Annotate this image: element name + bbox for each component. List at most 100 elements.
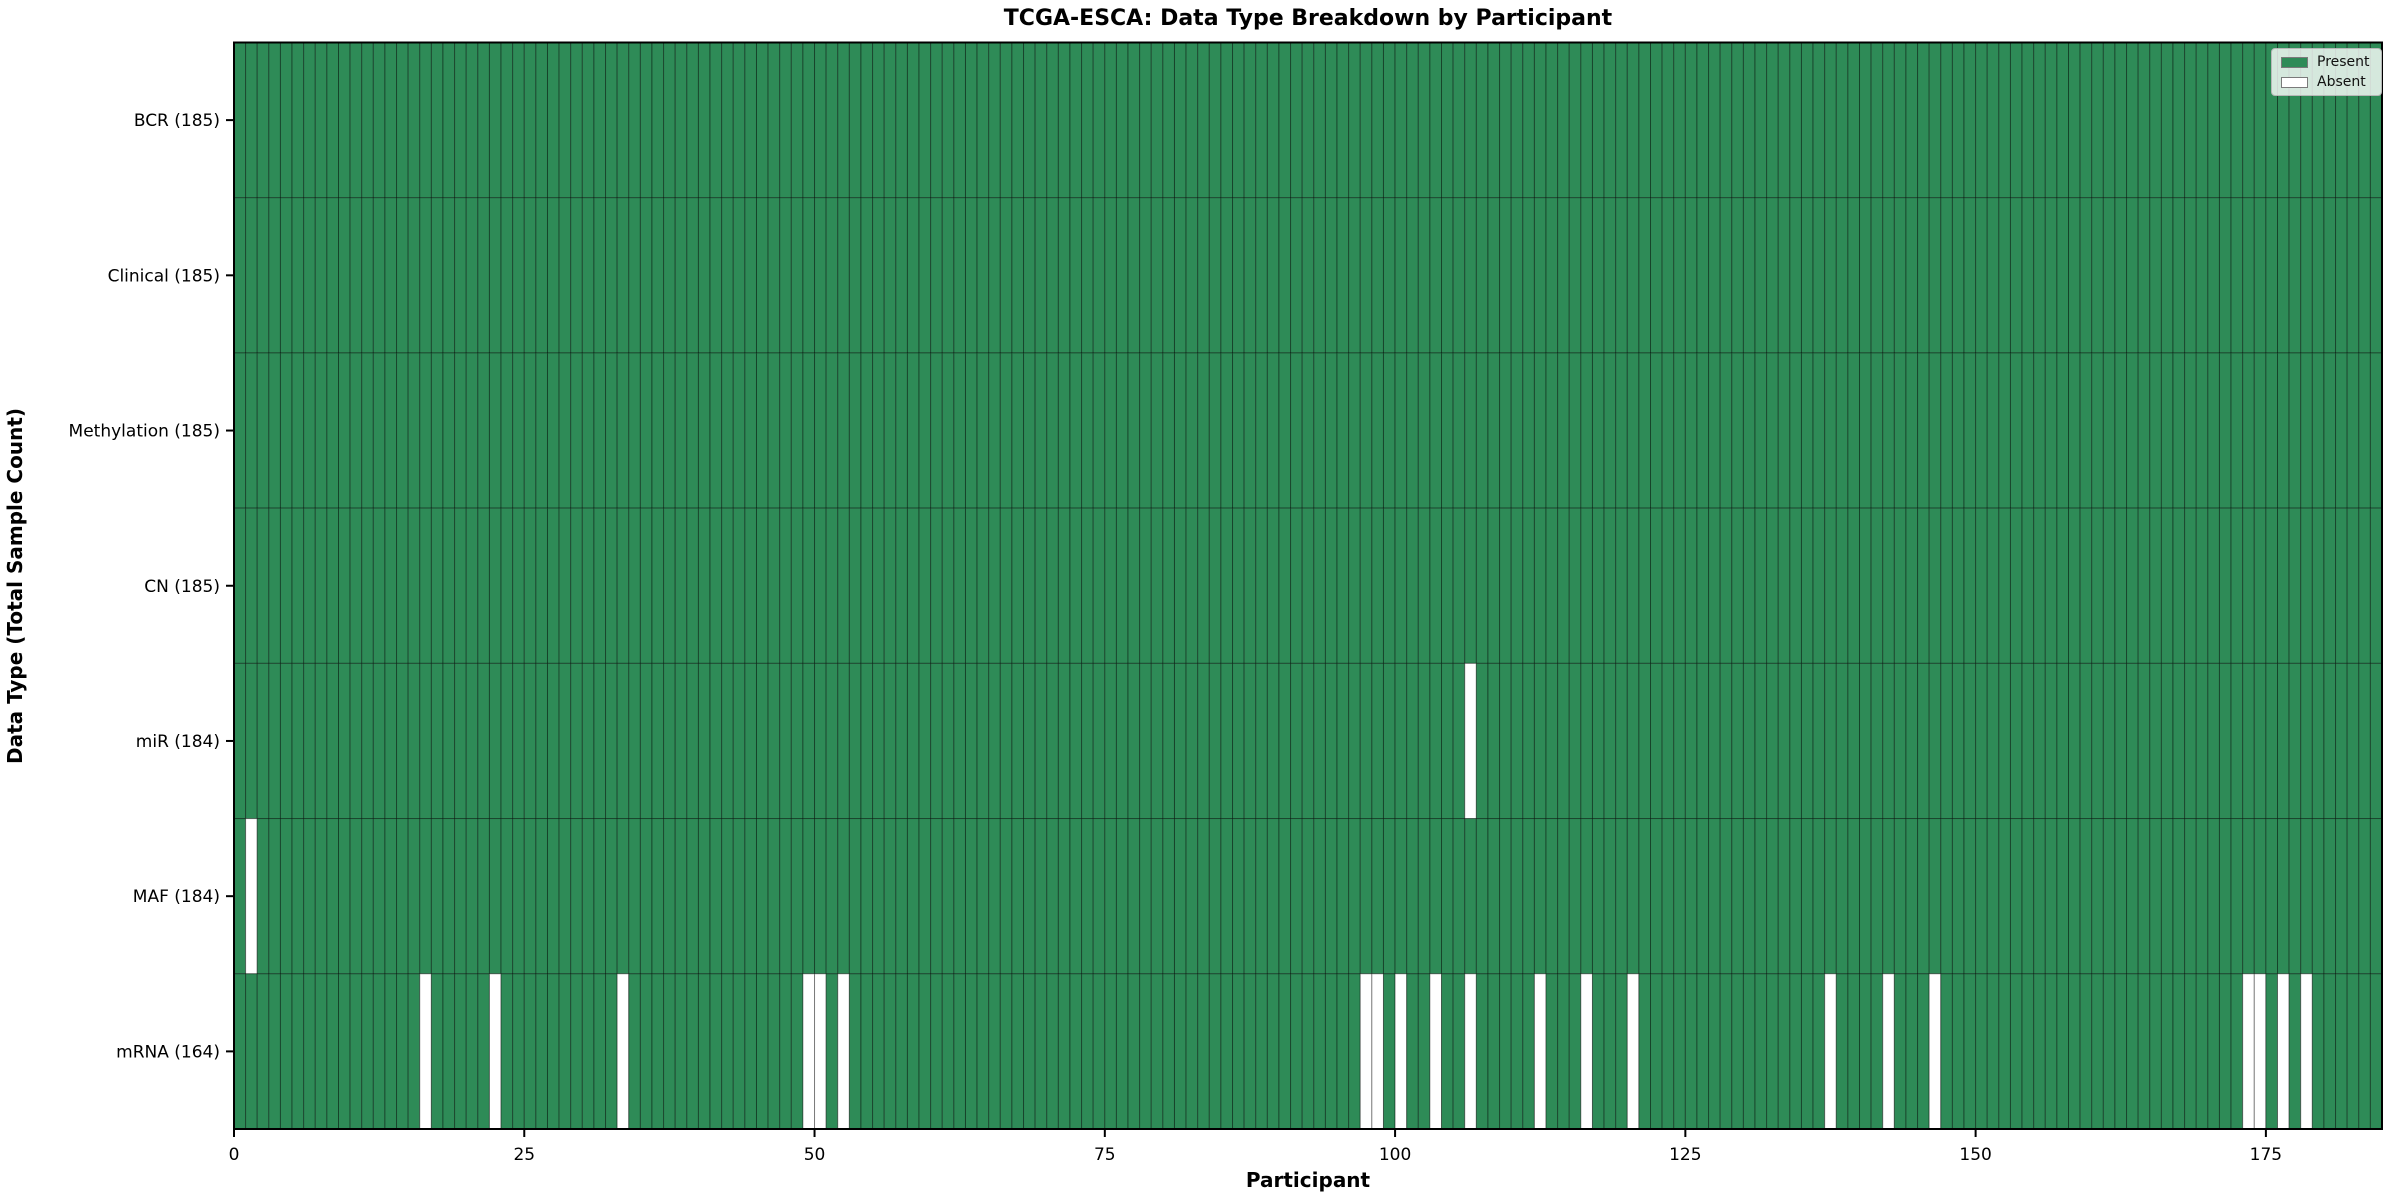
heatmap-cell — [1800, 352, 1814, 509]
heatmap-cell — [1220, 352, 1234, 509]
heatmap-cell — [2195, 42, 2209, 199]
heatmap-cell — [605, 818, 618, 975]
heatmap-cell — [1708, 507, 1721, 664]
heatmap-cell — [1650, 818, 1663, 975]
heatmap-cell — [767, 197, 781, 354]
heatmap-cell — [1394, 818, 1408, 975]
heatmap-cell — [512, 973, 525, 1130]
heatmap-cell — [1417, 818, 1431, 975]
heatmap-cell — [1673, 352, 1686, 509]
heatmap-cell — [1719, 507, 1733, 664]
heatmap-cell — [1057, 352, 1071, 509]
heatmap-cell — [2207, 197, 2220, 354]
heatmap-cell — [1127, 197, 1141, 354]
heatmap-cell — [1940, 818, 1953, 975]
heatmap-cell — [1162, 42, 1175, 199]
heatmap-cell — [848, 352, 862, 509]
heatmap-cell — [1731, 973, 1744, 1130]
heatmap-cell — [1441, 507, 1454, 664]
heatmap-cell — [581, 507, 595, 664]
heatmap-cell — [1127, 973, 1141, 1130]
heatmap-cell — [1545, 352, 1559, 509]
heatmap-cell — [1220, 662, 1234, 820]
heatmap-cell — [570, 507, 583, 664]
heatmap-cell — [512, 662, 525, 820]
heatmap-cell — [1173, 973, 1187, 1130]
heatmap-cell — [2242, 352, 2255, 509]
heatmap-cell — [2230, 352, 2244, 509]
heatmap-cell — [1580, 662, 1593, 820]
y-tick-label: MAF (184) — [133, 887, 220, 907]
heatmap-cell — [686, 662, 699, 820]
heatmap-cell — [2160, 818, 2174, 975]
heatmap-cell — [2195, 818, 2209, 975]
heatmap-cell — [593, 818, 607, 975]
axes: 0 25 50 75 100 125 150 175 BCR (185) Clinical (18… — [69, 41, 2383, 1165]
heatmap-cell — [1917, 352, 1930, 509]
heatmap-cell — [1638, 818, 1652, 975]
heatmap-cell — [1626, 662, 1640, 820]
heatmap-cell — [1696, 352, 1710, 509]
heatmap-cell — [338, 507, 351, 664]
heatmap-cell — [1429, 352, 1443, 509]
heatmap-cell — [1359, 662, 1373, 820]
heatmap-cell — [1452, 973, 1466, 1130]
heatmap-cell — [1220, 42, 1234, 199]
heatmap-cell — [558, 352, 572, 509]
heatmap-cell — [2358, 973, 2371, 1130]
heatmap-cell — [999, 42, 1013, 199]
heatmap-cell — [1766, 818, 1779, 975]
heatmap-cell — [779, 42, 792, 199]
heatmap-cell — [1777, 352, 1791, 509]
heatmap-cell — [2160, 42, 2174, 199]
heatmap-cell — [2137, 352, 2151, 509]
heatmap-cell — [1847, 973, 1861, 1130]
heatmap-cell — [1441, 662, 1454, 820]
heatmap-cell — [976, 973, 990, 1130]
heatmap-cell — [1081, 197, 1094, 354]
heatmap-cell — [2033, 197, 2046, 354]
heatmap-cell — [1696, 662, 1710, 820]
heatmap-cell — [593, 197, 607, 354]
heatmap-cell — [1708, 662, 1721, 820]
heatmap-cell — [1754, 662, 1768, 820]
heatmap-cell — [442, 197, 456, 354]
heatmap-cell — [454, 42, 467, 199]
heatmap-cell — [2172, 42, 2186, 199]
heatmap-cell — [570, 662, 583, 820]
heatmap-cell — [1859, 197, 1872, 354]
heatmap-cell — [593, 42, 607, 199]
heatmap-cell — [1859, 818, 1872, 975]
heatmap-cell — [1266, 42, 1280, 199]
heatmap-cell — [1197, 42, 1210, 199]
heatmap-cell — [1139, 42, 1152, 199]
heatmap-cell — [1870, 662, 1884, 820]
heatmap-cell — [384, 662, 398, 820]
heatmap-cell — [2346, 507, 2360, 664]
heatmap-cell — [1940, 973, 1953, 1130]
heatmap-cell — [1638, 662, 1652, 820]
heatmap-cell — [1324, 662, 1338, 820]
heatmap-cell — [755, 973, 769, 1130]
heatmap-cell — [2044, 352, 2058, 509]
heatmap-cell — [1127, 818, 1141, 975]
heatmap-cell — [430, 973, 444, 1130]
heatmap-cell — [1150, 42, 1164, 199]
heatmap-cell — [616, 352, 630, 509]
heatmap-cell — [245, 818, 258, 975]
heatmap-cell — [1789, 197, 1802, 354]
heatmap-cell — [1661, 818, 1675, 975]
heatmap-cell — [1011, 818, 1025, 975]
heatmap-cell — [303, 352, 316, 509]
heatmap-cell — [1800, 662, 1814, 820]
heatmap-cell — [976, 352, 990, 509]
heatmap-cell — [1185, 42, 1199, 199]
heatmap-cell — [1359, 352, 1373, 509]
heatmap-cell — [895, 197, 908, 354]
heatmap-cell — [1591, 42, 1605, 199]
heatmap-cell — [906, 973, 920, 1130]
heatmap-cell — [825, 818, 839, 975]
heatmap-cell — [1951, 973, 1965, 1130]
heatmap-cell — [860, 197, 874, 354]
heatmap-cell — [1626, 352, 1640, 509]
